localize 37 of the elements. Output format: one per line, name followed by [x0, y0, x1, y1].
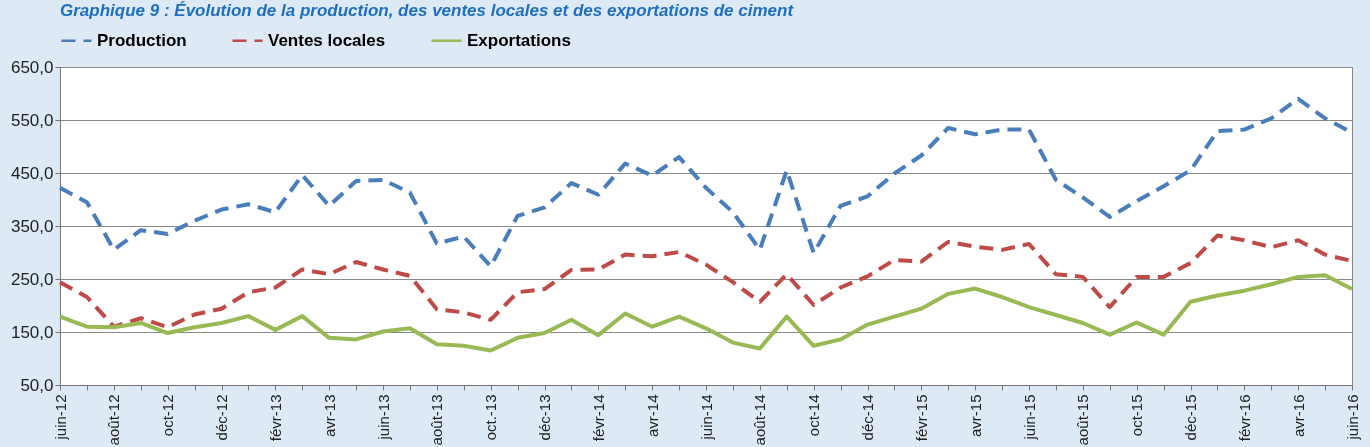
x-tick-label: oct-12	[159, 394, 177, 437]
y-tick-label: 150,0	[10, 322, 54, 342]
legend-label: Ventes locales	[268, 30, 386, 50]
x-tick-label: juin-12	[51, 394, 69, 441]
x-tick-label: févr-13	[266, 394, 284, 442]
x-tick-label: avr-16	[1289, 394, 1307, 438]
x-tick-label: avr-14	[643, 394, 661, 438]
x-tick-label: févr-16	[1235, 394, 1253, 442]
y-tick-label: 250,0	[10, 269, 54, 289]
legend-label: Exportations	[467, 30, 571, 50]
y-tick-label: 650,0	[10, 57, 54, 77]
x-tick-label: août-12	[105, 394, 123, 446]
x-tick-label: juin-14	[697, 394, 715, 441]
x-tick-label: avr-15	[966, 394, 984, 438]
x-tick-label: juin-15	[1020, 394, 1038, 441]
y-tick-label: 550,0	[10, 110, 54, 130]
x-tick-label: déc-13	[536, 394, 553, 441]
x-tick-label: déc-15	[1182, 394, 1199, 441]
y-tick-label: 350,0	[10, 216, 54, 236]
y-tick-label: 450,0	[10, 163, 54, 183]
x-tick-label: déc-12	[213, 394, 230, 441]
x-tick-label: août-15	[1074, 394, 1092, 446]
line-series	[58, 273, 1354, 353]
x-tick-label: oct-15	[1128, 394, 1146, 437]
x-tick-label: févr-15	[912, 394, 930, 442]
x-tick-label: juin-16	[1343, 394, 1361, 441]
chart-title: Graphique 9 : Évolution de la production, des ventes locales et des exportations de ciment	[60, 1, 795, 20]
legend-label: Production	[97, 30, 187, 50]
x-tick-label: oct-14	[805, 394, 823, 437]
x-tick-label: août-13	[428, 394, 446, 446]
x-tick-label: août-14	[751, 394, 769, 446]
x-tick-label: févr-14	[589, 394, 607, 442]
x-tick-label: déc-14	[859, 394, 876, 441]
x-tick-label: juin-13	[374, 394, 392, 441]
y-tick-label: 50,0	[20, 375, 54, 395]
x-tick-label: avr-13	[320, 394, 338, 438]
x-tick-label: oct.-13	[482, 394, 500, 441]
